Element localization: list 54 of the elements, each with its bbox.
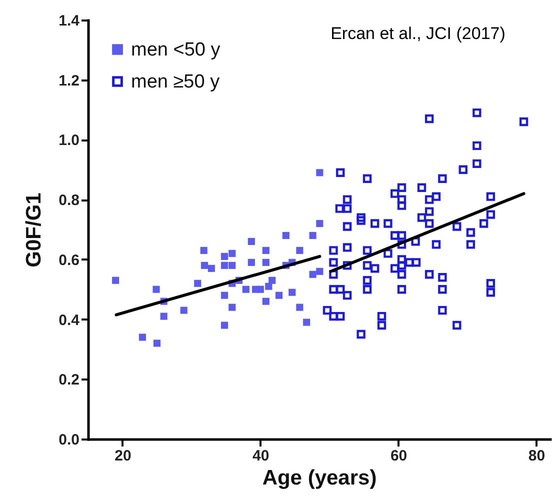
y-tick-label: 1.0 bbox=[58, 132, 80, 150]
point bbox=[265, 282, 272, 290]
y-tick-label: 0.6 bbox=[58, 252, 80, 269]
point bbox=[152, 286, 160, 293]
point bbox=[228, 262, 236, 269]
point bbox=[228, 250, 236, 257]
point bbox=[316, 220, 324, 228]
y-tick-label: 0.8 bbox=[58, 192, 80, 210]
point bbox=[180, 306, 188, 314]
annotation: Ercan et al., JCI (2017) bbox=[330, 24, 506, 43]
point bbox=[200, 246, 208, 254]
point bbox=[275, 292, 283, 299]
y-axis-title: G0F/G1 bbox=[22, 192, 46, 268]
legend-label: men <50 y bbox=[131, 40, 221, 60]
point bbox=[296, 304, 304, 311]
point bbox=[288, 288, 296, 296]
point bbox=[248, 258, 255, 266]
point bbox=[282, 232, 290, 240]
point bbox=[309, 270, 316, 278]
point bbox=[220, 322, 228, 329]
x-tick-label: 40 bbox=[252, 448, 270, 464]
x-tick-label: 20 bbox=[114, 448, 132, 464]
x-axis-title: Age (years) bbox=[262, 466, 377, 490]
y-tick-label: 0.4 bbox=[58, 312, 80, 329]
x-tick-label: 80 bbox=[528, 448, 546, 464]
point bbox=[248, 238, 255, 246]
y-tick-label: 0.2 bbox=[58, 372, 80, 389]
point bbox=[153, 340, 160, 347]
y-tick-label: 1.2 bbox=[58, 72, 80, 90]
point bbox=[296, 246, 304, 254]
point bbox=[262, 246, 270, 254]
point bbox=[268, 276, 276, 284]
point bbox=[220, 252, 228, 260]
point bbox=[112, 276, 120, 284]
point bbox=[160, 312, 168, 320]
point bbox=[262, 298, 270, 305]
point bbox=[303, 318, 310, 326]
point bbox=[138, 334, 146, 341]
point bbox=[316, 268, 324, 275]
point bbox=[228, 304, 236, 311]
point bbox=[262, 258, 270, 266]
point bbox=[316, 169, 324, 176]
point bbox=[201, 262, 208, 269]
y-tick-label: 0.0 bbox=[58, 432, 80, 448]
point bbox=[208, 264, 215, 272]
point bbox=[220, 262, 228, 269]
y-tick-label: 1.4 bbox=[58, 12, 80, 30]
x-tick-label: 60 bbox=[390, 448, 408, 464]
point bbox=[220, 292, 228, 299]
point bbox=[256, 286, 264, 293]
point bbox=[194, 280, 202, 287]
point bbox=[242, 286, 250, 293]
legend-label: men ≥50 y bbox=[131, 72, 220, 92]
point bbox=[309, 232, 316, 240]
